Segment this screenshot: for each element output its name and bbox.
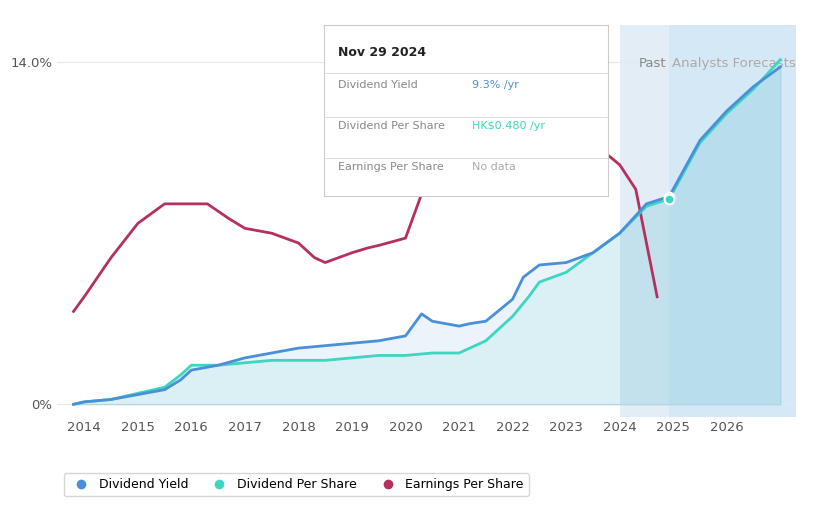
Text: Analysts Forecasts: Analysts Forecasts [672, 57, 796, 70]
Bar [669, 25, 796, 417]
Text: Nov 29 2024: Nov 29 2024 [338, 46, 427, 59]
Text: 9.3% /yr: 9.3% /yr [471, 80, 518, 90]
Text: HK$0.480 /yr: HK$0.480 /yr [471, 121, 544, 131]
Text: No data: No data [471, 162, 516, 172]
Legend: Dividend Yield, Dividend Per Share, Earnings Per Share: Dividend Yield, Dividend Per Share, Earn… [64, 473, 529, 496]
Text: Earnings Per Share: Earnings Per Share [338, 162, 444, 172]
Text: Dividend Per Share: Dividend Per Share [338, 121, 445, 131]
Text: Dividend Yield: Dividend Yield [338, 80, 418, 90]
Text: Past: Past [639, 57, 667, 70]
Bar [620, 25, 796, 417]
